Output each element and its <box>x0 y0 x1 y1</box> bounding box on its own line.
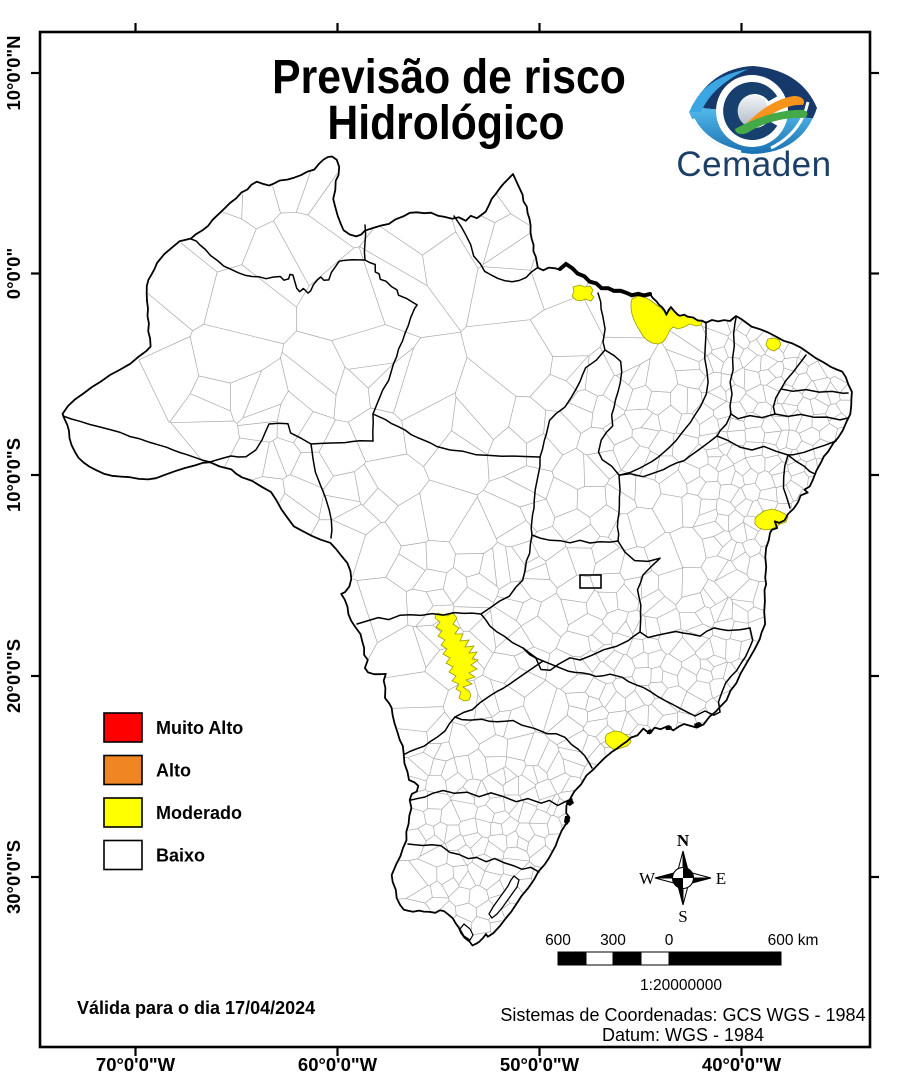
svg-text:Moderado: Moderado <box>156 803 242 823</box>
svg-text:Cemaden: Cemaden <box>676 145 831 184</box>
svg-text:50°0'0"W: 50°0'0"W <box>500 1054 580 1075</box>
svg-text:Previsão de risco: Previsão de risco <box>272 50 626 104</box>
svg-text:Hidrológico: Hidrológico <box>327 96 564 150</box>
svg-text:N: N <box>677 831 690 850</box>
svg-text:10°0'0"S: 10°0'0"S <box>3 438 24 512</box>
svg-text:Datum: WGS - 1984: Datum: WGS - 1984 <box>602 1025 764 1045</box>
svg-text:E: E <box>716 869 726 888</box>
svg-text:W: W <box>639 869 656 888</box>
svg-text:600: 600 <box>545 932 571 949</box>
svg-text:600 km: 600 km <box>768 932 819 949</box>
svg-text:10°0'0"N: 10°0'0"N <box>3 35 24 110</box>
svg-text:40°0'0"W: 40°0'0"W <box>702 1054 782 1075</box>
svg-text:1:20000000: 1:20000000 <box>640 977 722 994</box>
svg-text:300: 300 <box>600 932 626 949</box>
svg-text:S: S <box>678 907 687 926</box>
svg-text:60°0'0"W: 60°0'0"W <box>298 1054 378 1075</box>
svg-text:Muito Alto: Muito Alto <box>156 718 243 738</box>
svg-text:30°0'0"S: 30°0'0"S <box>3 840 24 914</box>
svg-text:20°0'0"S: 20°0'0"S <box>3 639 24 713</box>
svg-text:Sistemas de Coordenadas: GCS W: Sistemas de Coordenadas: GCS WGS - 1984 <box>500 1005 865 1025</box>
svg-text:0°0'0": 0°0'0" <box>3 248 24 299</box>
svg-text:Alto: Alto <box>156 761 191 781</box>
svg-text:0: 0 <box>665 932 674 949</box>
svg-text:Válida para o dia 17/04/2024: Válida para o dia 17/04/2024 <box>77 998 315 1018</box>
svg-text:70°0'0"W: 70°0'0"W <box>96 1054 176 1075</box>
svg-text:Baixo: Baixo <box>156 846 205 866</box>
